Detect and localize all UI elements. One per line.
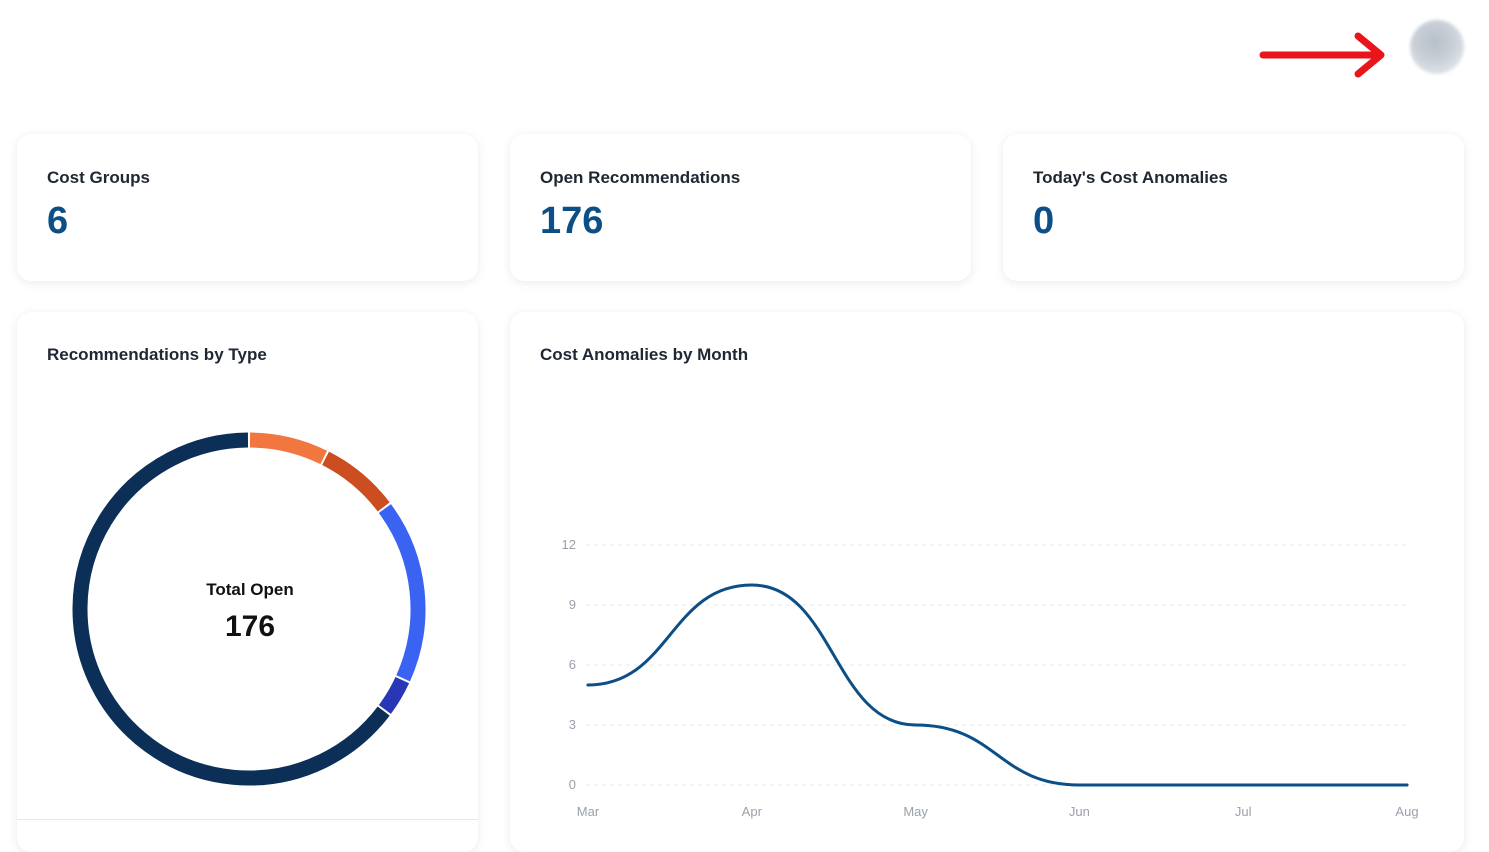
data-point[interactable] (1241, 783, 1245, 787)
donut-center-value: 176 (224, 610, 276, 643)
donut-chart (72, 432, 426, 786)
recommendations-by-type-panel: Recommendations by Type Total Open 176 (17, 312, 478, 852)
x-tick-label: Mar (577, 804, 600, 819)
x-tick-label: May (903, 804, 928, 819)
data-point[interactable] (750, 583, 754, 587)
panel-title: Recommendations by Type (47, 345, 267, 364)
stat-value: 176 (540, 200, 604, 242)
series-line (586, 583, 1409, 787)
y-tick-label: 0 (569, 777, 576, 792)
y-tick-label: 12 (562, 537, 576, 552)
panel-divider (17, 819, 478, 820)
panel-title: Cost Anomalies by Month (540, 345, 749, 364)
top-bar (0, 0, 1489, 110)
stat-label: Open Recommendations (540, 168, 741, 187)
y-tick-label: 6 (569, 657, 576, 672)
data-point[interactable] (1405, 783, 1409, 787)
donut-slice[interactable] (72, 432, 390, 786)
y-tick-label: 3 (569, 717, 576, 732)
data-point[interactable] (586, 683, 590, 687)
open-recommendations-card[interactable]: Open Recommendations 176 (510, 134, 971, 281)
data-point[interactable] (1077, 783, 1081, 787)
red-arrow-annotation (1259, 32, 1385, 78)
cost-anomalies-by-month-panel: Cost Anomalies by Month 0 3 6 9 12 Mar Apr May J… (510, 312, 1464, 852)
data-point[interactable] (914, 723, 918, 727)
cost-groups-card[interactable]: Cost Groups 6 (17, 134, 478, 281)
todays-cost-anomalies-card[interactable]: Today's Cost Anomalies 0 (1003, 134, 1464, 281)
donut-slice[interactable] (378, 504, 426, 682)
x-tick-label: Jul (1235, 804, 1252, 819)
stat-value: 0 (1033, 200, 1055, 242)
stat-label: Today's Cost Anomalies (1033, 168, 1228, 187)
donut-slice[interactable] (378, 676, 410, 714)
donut-slice[interactable] (322, 451, 390, 512)
user-avatar[interactable] (1410, 20, 1464, 74)
x-tick-label: Jun (1069, 804, 1090, 819)
stat-value: 6 (47, 200, 69, 242)
x-tick-label: Aug (1395, 804, 1418, 819)
x-tick-label: Apr (742, 804, 763, 819)
stat-label: Cost Groups (47, 168, 150, 187)
y-tick-label: 9 (569, 597, 576, 612)
donut-slice[interactable] (249, 432, 328, 465)
line-chart: 0 3 6 9 12 Mar Apr May Jun Jul Aug (562, 537, 1419, 819)
donut-center-label: Total Open (206, 580, 294, 599)
